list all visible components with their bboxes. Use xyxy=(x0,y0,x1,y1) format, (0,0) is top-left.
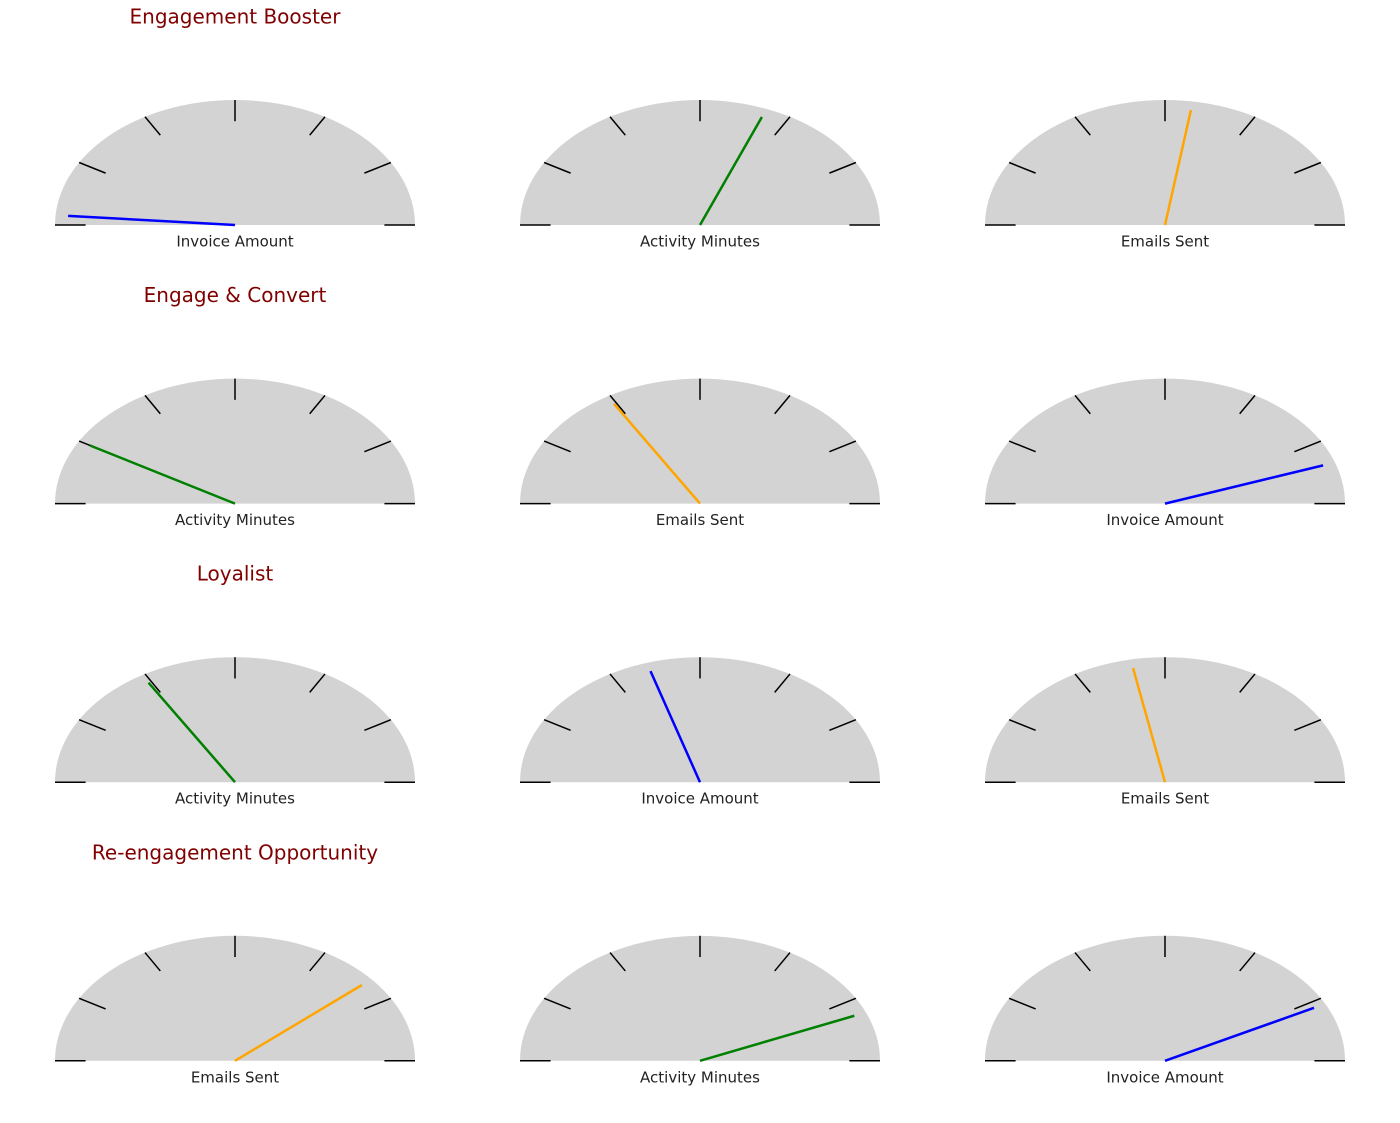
gauge-label: Activity Minutes xyxy=(640,1068,760,1086)
gauge-tick xyxy=(78,719,106,732)
gauge-tick xyxy=(1294,440,1322,453)
gauge-tick xyxy=(1008,719,1036,732)
gauge-needle xyxy=(234,983,363,1062)
gauge-tick xyxy=(1294,161,1322,174)
gauge-needle xyxy=(1164,464,1324,505)
gauge-tick xyxy=(774,952,791,972)
gauge-needle xyxy=(1131,667,1167,783)
gauge-tick xyxy=(1008,997,1036,1010)
gauge-tick xyxy=(1239,952,1256,972)
gauge-tick xyxy=(309,394,326,415)
gauge-label: Emails Sent xyxy=(1121,233,1209,251)
gauge-tick xyxy=(1074,673,1091,693)
gauge-tick xyxy=(1074,394,1091,415)
gauge-tick xyxy=(543,997,571,1010)
gauge-tick xyxy=(1008,440,1036,453)
gauge-tick xyxy=(609,952,626,972)
gauge-needle xyxy=(1164,1006,1315,1062)
gauge-needle xyxy=(699,1014,855,1062)
gauge-tick xyxy=(774,116,791,136)
gauge-tick xyxy=(543,440,571,453)
gauge-tick xyxy=(364,997,392,1010)
gauge-tick xyxy=(829,440,857,453)
gauge-needle xyxy=(68,214,236,227)
gauge-tick xyxy=(774,673,791,693)
gauge-face xyxy=(520,935,880,1061)
gauge-needle xyxy=(613,403,701,505)
gauge-face xyxy=(985,100,1345,225)
gauge-tick xyxy=(543,719,571,732)
gauge-label: Invoice Amount xyxy=(1106,1068,1223,1086)
gauge-tick xyxy=(364,719,392,732)
gauge-label: Emails Sent xyxy=(191,1068,279,1086)
gauge-face xyxy=(985,378,1345,504)
gauge-tick xyxy=(829,719,857,732)
gauge-tick xyxy=(543,161,571,174)
gauge-face xyxy=(520,657,880,783)
gauge-tick xyxy=(1239,673,1256,693)
gauge-tick xyxy=(1239,394,1256,415)
gauge-tick xyxy=(309,116,326,136)
gauge-tick xyxy=(309,673,326,693)
gauge-label: Activity Minutes xyxy=(640,233,760,251)
gauge-face xyxy=(520,378,880,504)
row-title: Engage & Convert xyxy=(144,283,327,307)
gauge-tick xyxy=(364,161,392,174)
gauge-needle xyxy=(89,444,236,505)
gauge-label: Invoice Amount xyxy=(1106,511,1223,529)
gauge-tick xyxy=(829,997,857,1010)
gauge-tick xyxy=(609,394,626,415)
gauge-tick xyxy=(309,952,326,972)
gauge-label: Emails Sent xyxy=(656,511,744,529)
gauge-tick xyxy=(1294,719,1322,732)
gauge-face xyxy=(55,378,415,504)
gauge-face xyxy=(55,657,415,783)
gauge-needle xyxy=(1163,109,1193,226)
gauge-face xyxy=(55,100,415,225)
gauge-needle xyxy=(698,116,763,226)
gauge-tick xyxy=(1008,161,1036,174)
gauge-tick xyxy=(144,673,161,693)
gauge-needle xyxy=(147,681,236,784)
gauge-tick xyxy=(829,161,857,174)
gauge-tick xyxy=(144,116,161,136)
row-title: Engagement Booster xyxy=(130,5,342,29)
gauge-label: Emails Sent xyxy=(1121,790,1209,808)
gauge-tick xyxy=(1074,952,1091,972)
gauge-tick xyxy=(78,161,106,174)
gauge-face xyxy=(55,935,415,1061)
gauge-tick xyxy=(364,440,392,453)
row-title: Re-engagement Opportunity xyxy=(92,840,378,864)
gauge-tick xyxy=(609,673,626,693)
gauge-tick xyxy=(1074,116,1091,136)
gauge-face xyxy=(985,657,1345,783)
gauge-face xyxy=(520,100,880,225)
gauge-label: Activity Minutes xyxy=(175,511,295,529)
gauge-tick xyxy=(78,997,106,1010)
gauge-label: Invoice Amount xyxy=(176,233,293,251)
gauge-label: Activity Minutes xyxy=(175,790,295,808)
gauge-tick xyxy=(1239,116,1256,136)
gauge-label: Invoice Amount xyxy=(641,790,758,808)
gauge-tick xyxy=(144,952,161,972)
gauge-tick xyxy=(774,394,791,415)
gauge-tick xyxy=(144,394,161,415)
gauge-tick xyxy=(609,116,626,136)
gauge-needle xyxy=(649,670,702,783)
gauge-tick xyxy=(1294,997,1322,1010)
row-title: Loyalist xyxy=(197,562,274,586)
